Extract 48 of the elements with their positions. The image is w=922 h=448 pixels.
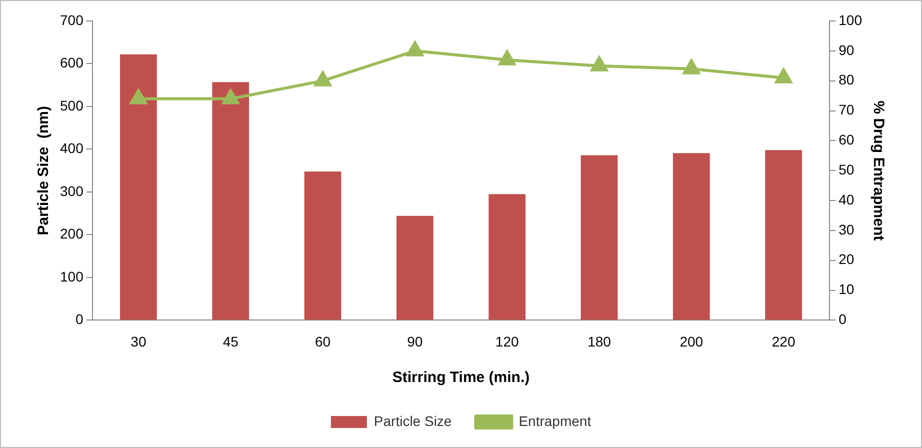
x-tick-label: 180 [588,333,612,350]
legend-label: Particle Size [374,412,452,429]
y-tick-label: 500 [60,97,84,114]
point [775,68,792,84]
bar [120,54,157,320]
x-tick-label: 200 [680,333,704,350]
point [682,59,700,74]
y-tick-label: 400 [60,140,84,156]
y2-axis-title: % Drug Entrapment [870,100,887,241]
point [130,89,147,104]
point [498,50,516,66]
x-tick-label: 45 [222,333,239,350]
y2-tick-label: 60 [838,132,854,148]
point [222,89,240,104]
x-axis-title: Stirring Time (min.) [392,369,530,386]
y2-tick-label: 20 [838,251,854,268]
y2-tick-label: 80 [838,72,854,88]
y2-tick-label: 70 [838,102,854,118]
y2-tick-label: 40 [838,191,854,208]
y-tick-label: 200 [60,226,84,242]
point [590,56,608,72]
bar [488,194,526,320]
point [406,41,424,56]
x-tick-label: 60 [314,333,331,350]
y2-tick-label: 30 [838,221,854,238]
bar [396,216,434,320]
y2-tick-label: 90 [838,42,854,58]
y2-tick-label: 0 [838,311,847,328]
bar [212,82,250,320]
legend-label: Entrapment [518,412,592,429]
y-tick-label: 600 [60,54,84,71]
x-tick-label: 120 [495,333,519,350]
y2-tick-label: 50 [838,161,854,178]
bar [765,150,802,320]
y-tick-label: 100 [60,268,84,284]
bar [672,153,710,320]
y2-tick-label: 100 [838,12,862,28]
x-tick-label: 90 [407,333,423,350]
y-tick-label: 700 [60,12,84,28]
bar [580,155,618,320]
y-tick-label: 0 [76,311,84,328]
x-tick-label: 30 [130,333,146,350]
y2-tick-label: 10 [838,281,854,298]
bar [304,171,342,320]
y-axis-title: Particle Size (nm) [35,106,52,236]
point [314,71,332,86]
y-tick-label: 300 [60,182,84,199]
x-tick-label: 220 [772,333,796,350]
